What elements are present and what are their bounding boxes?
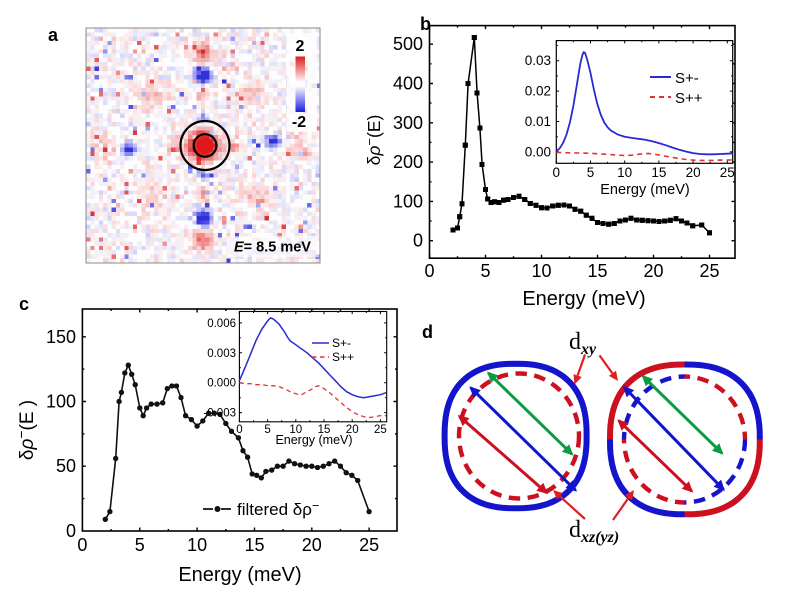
svg-text:25: 25 — [699, 261, 719, 281]
svg-text:50: 50 — [56, 456, 76, 476]
svg-text:500: 500 — [393, 34, 423, 54]
svg-text:Energy (meV): Energy (meV) — [600, 182, 689, 198]
svg-text:a: a — [48, 25, 59, 45]
svg-text:10: 10 — [187, 535, 207, 555]
svg-text:0: 0 — [413, 231, 423, 251]
svg-text:0: 0 — [424, 261, 434, 281]
svg-text:100: 100 — [393, 191, 423, 211]
svg-text:25: 25 — [374, 424, 387, 436]
svg-text:0.01: 0.01 — [525, 114, 551, 129]
svg-text:b: b — [420, 14, 431, 34]
svg-text:-2: -2 — [292, 114, 306, 131]
svg-text:25: 25 — [720, 165, 735, 180]
svg-text:0.00: 0.00 — [525, 144, 551, 159]
svg-text:5: 5 — [480, 261, 490, 281]
svg-text:δρ−(E ): δρ−(E ) — [13, 400, 38, 460]
svg-text:c: c — [19, 294, 29, 314]
svg-text:filtered δρ−: filtered δρ− — [237, 498, 319, 519]
svg-text:10: 10 — [617, 165, 632, 180]
svg-text:20: 20 — [302, 535, 322, 555]
svg-text:0: 0 — [77, 535, 87, 555]
svg-text:25: 25 — [359, 535, 379, 555]
svg-text:Energy (meV): Energy (meV) — [178, 564, 301, 586]
svg-text:15: 15 — [651, 165, 666, 180]
svg-text:20: 20 — [686, 165, 701, 180]
svg-text:S+-: S+- — [675, 70, 699, 87]
svg-text:S+-: S+- — [332, 336, 351, 350]
svg-text:0.03: 0.03 — [525, 53, 551, 68]
svg-text:300: 300 — [393, 113, 423, 133]
svg-text:5: 5 — [135, 535, 145, 555]
svg-text:dxy: dxy — [569, 329, 597, 358]
svg-text:20: 20 — [643, 261, 663, 281]
svg-text:Energy (meV): Energy (meV) — [275, 433, 352, 447]
svg-text:200: 200 — [393, 152, 423, 172]
svg-text:400: 400 — [393, 74, 423, 94]
svg-text:0: 0 — [553, 165, 561, 180]
svg-text:-0.003: -0.003 — [203, 408, 236, 420]
svg-text:5: 5 — [264, 424, 270, 436]
svg-text:15: 15 — [244, 535, 264, 555]
svg-text:10: 10 — [289, 424, 302, 436]
svg-text:δρ−(E): δρ−(E) — [362, 115, 384, 166]
svg-text:Energy (meV): Energy (meV) — [522, 288, 645, 310]
svg-text:100: 100 — [46, 392, 76, 412]
svg-text:2: 2 — [296, 38, 305, 55]
svg-text:S++: S++ — [675, 90, 703, 107]
svg-text:0: 0 — [236, 424, 242, 436]
svg-text:20: 20 — [346, 424, 359, 436]
svg-text:15: 15 — [318, 424, 331, 436]
svg-text:E= 8.5 meV: E= 8.5 meV — [234, 240, 311, 256]
svg-text:0.003: 0.003 — [207, 348, 236, 360]
svg-text:0.02: 0.02 — [525, 84, 551, 99]
svg-text:dxz(yz): dxz(yz) — [569, 517, 619, 546]
svg-text:0.006: 0.006 — [207, 318, 236, 330]
svg-text:150: 150 — [46, 327, 76, 347]
svg-text:15: 15 — [587, 261, 607, 281]
svg-text:S++: S++ — [332, 350, 354, 364]
svg-text:0.000: 0.000 — [207, 378, 236, 390]
svg-text:d: d — [422, 322, 433, 342]
svg-text:0: 0 — [66, 521, 76, 541]
svg-text:10: 10 — [531, 261, 551, 281]
svg-text:5: 5 — [587, 165, 595, 180]
